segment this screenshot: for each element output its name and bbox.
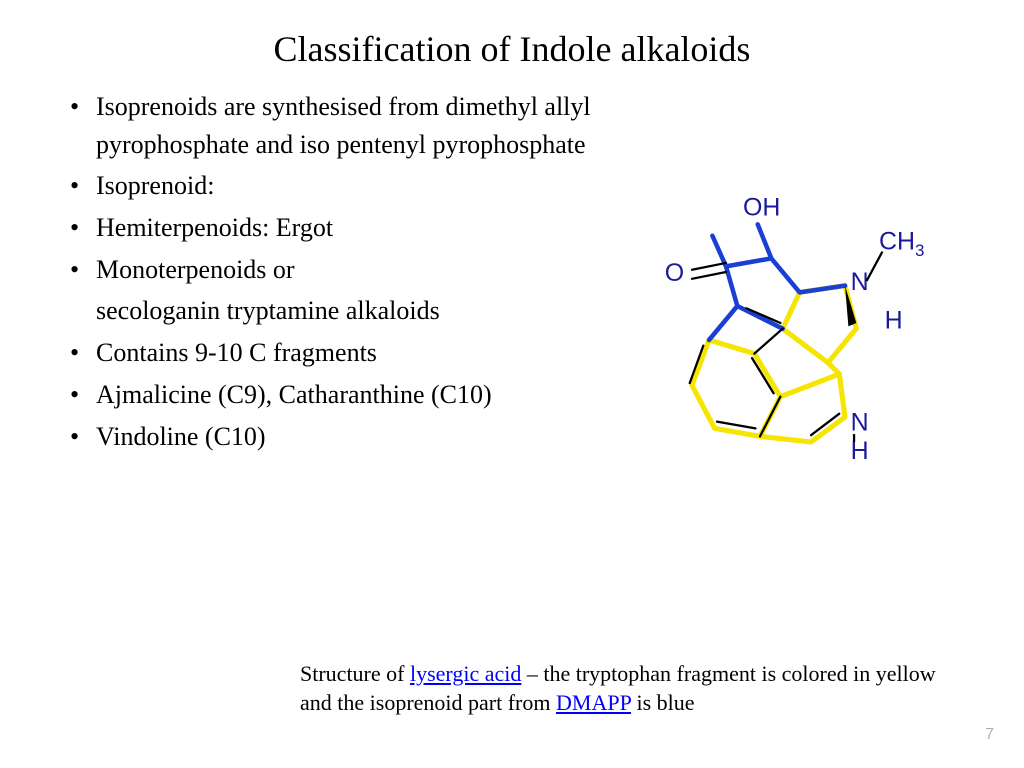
atom-n-upper: N bbox=[851, 268, 869, 296]
bullet-item: Isoprenoids are synthesised from dimethy… bbox=[60, 88, 700, 163]
caption-post: is blue bbox=[631, 690, 695, 715]
page-number: 7 bbox=[985, 726, 994, 744]
atom-oh: OH bbox=[743, 193, 780, 221]
link-lysergic-acid[interactable]: lysergic acid bbox=[410, 661, 521, 686]
chemical-structure-figure: OH O CH3 N H N H bbox=[624, 140, 964, 540]
figure-caption: Structure of lysergic acid – the tryptop… bbox=[300, 659, 940, 718]
o-double-bond bbox=[692, 263, 726, 279]
bullet-item: Ajmalicine (C9), Catharanthine (C10) bbox=[60, 376, 700, 414]
bullet-item: Hemiterpenoids: Ergot bbox=[60, 209, 700, 247]
slide-title: Classification of Indole alkaloids bbox=[60, 28, 964, 70]
bullet-item: Contains 9-10 C fragments bbox=[60, 334, 700, 372]
bullet-subline: secologanin tryptamine alkaloids bbox=[60, 292, 700, 330]
slide: Classification of Indole alkaloids Isopr… bbox=[0, 0, 1024, 768]
bullet-item: Monoterpenoids or bbox=[60, 251, 700, 289]
bullet-list: Isoprenoids are synthesised from dimethy… bbox=[60, 88, 700, 455]
bullet-item: Vindoline (C10) bbox=[60, 418, 700, 456]
bullet-item: Isoprenoid: bbox=[60, 167, 700, 205]
yellow-ring-upper bbox=[783, 286, 857, 363]
yellow-bridge bbox=[828, 363, 839, 374]
black-bonds bbox=[754, 329, 782, 437]
atom-n-lower: N bbox=[851, 409, 869, 437]
atom-ch3: CH3 bbox=[879, 227, 924, 260]
atom-o: O bbox=[665, 259, 684, 287]
caption-pre: Structure of bbox=[300, 661, 410, 686]
link-dmapp[interactable]: DMAPP bbox=[556, 690, 631, 715]
atom-h-wedge: H bbox=[885, 307, 903, 335]
n-ch3-bond bbox=[867, 252, 883, 281]
lysergic-acid-svg: OH O CH3 N H N H bbox=[624, 140, 964, 540]
